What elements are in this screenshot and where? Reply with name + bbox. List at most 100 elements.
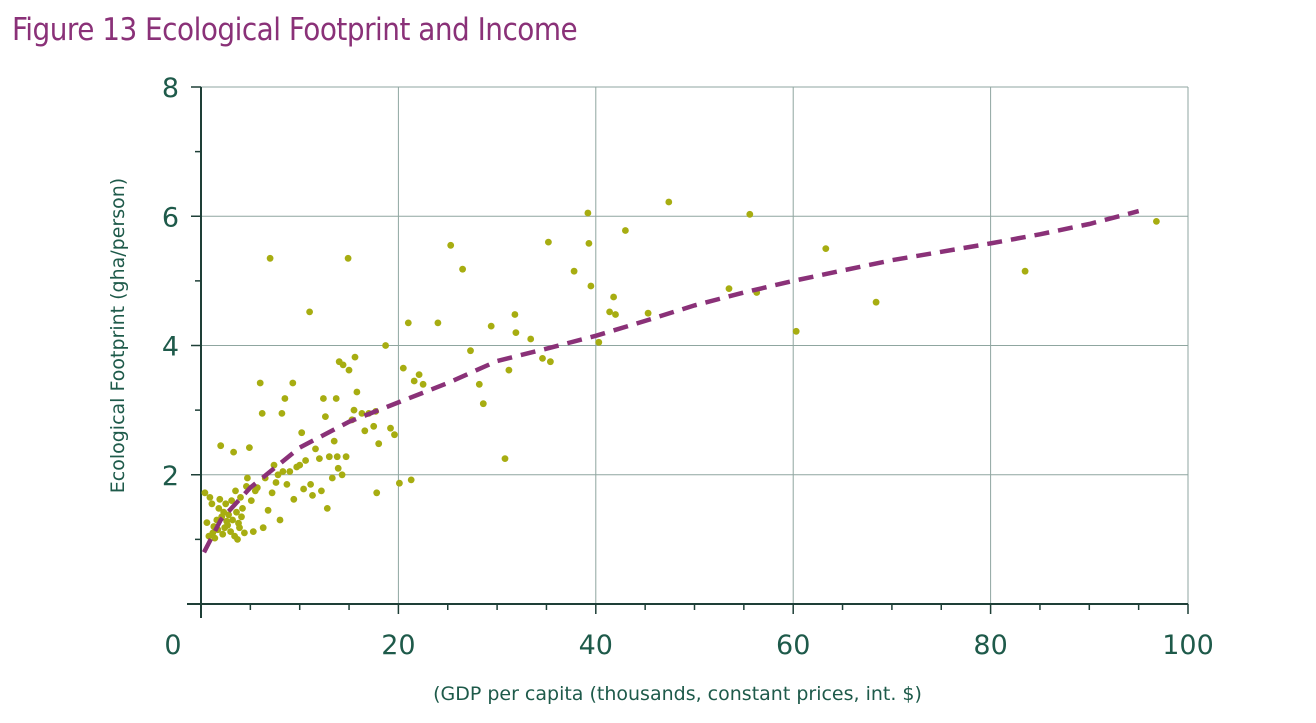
data-point	[286, 468, 294, 475]
y-tick-label: 6	[162, 202, 179, 233]
data-point	[373, 489, 381, 497]
data-point	[467, 347, 474, 355]
x-axis-title: (GDP per capita (thousands, constant pri…	[433, 683, 922, 705]
data-point	[222, 500, 230, 508]
x-tick-label: 20	[381, 630, 415, 661]
data-point	[320, 395, 327, 402]
data-point	[1021, 267, 1029, 275]
data-point	[266, 254, 274, 262]
data-point	[270, 461, 278, 469]
data-point	[584, 209, 592, 217]
data-point	[247, 497, 255, 504]
data-point	[296, 461, 304, 469]
x-tick-label: 0	[164, 630, 181, 661]
data-point	[334, 464, 342, 472]
data-point	[644, 309, 652, 317]
data-point	[300, 485, 307, 493]
x-tick-label: 40	[579, 630, 613, 661]
data-point	[233, 508, 240, 516]
data-point	[587, 282, 595, 290]
data-point	[272, 479, 280, 486]
data-point	[236, 524, 243, 532]
data-point	[229, 516, 237, 524]
figure-title: Figure 13 Ecological Footprint and Incom…	[12, 12, 578, 48]
data-point	[338, 471, 346, 479]
data-point	[332, 395, 340, 402]
data-point	[434, 319, 442, 327]
data-point	[323, 505, 331, 512]
data-point	[595, 338, 603, 346]
y-axis-title: Ecological Footprint (gha/person)	[107, 178, 129, 493]
data-point	[239, 505, 246, 512]
data-point	[208, 500, 216, 508]
data-point	[487, 322, 495, 330]
data-point	[361, 427, 369, 435]
data-point	[419, 380, 427, 388]
data-point	[302, 457, 309, 464]
data-point	[622, 227, 629, 234]
data-point	[792, 327, 800, 335]
y-tick-label: 8	[162, 73, 179, 104]
data-point	[312, 445, 319, 453]
y-tick-labels: 2 4 6 8	[162, 73, 179, 492]
data-point	[264, 506, 272, 514]
data-point	[279, 468, 287, 475]
data-point	[309, 492, 316, 499]
data-point	[256, 379, 264, 387]
data-point	[298, 429, 306, 437]
data-point	[333, 453, 341, 461]
data-point	[274, 471, 282, 479]
data-point	[230, 448, 238, 456]
data-point	[475, 380, 483, 388]
data-point	[396, 479, 403, 487]
data-point	[547, 358, 554, 366]
data-point	[822, 245, 830, 253]
data-point	[217, 442, 225, 450]
data-point	[206, 494, 214, 501]
data-point	[237, 494, 244, 501]
data-point	[350, 406, 358, 414]
data-point	[276, 516, 284, 524]
data-point	[382, 342, 389, 349]
data-point	[259, 524, 267, 532]
data-point	[570, 267, 578, 275]
data-point	[370, 422, 378, 430]
data-point	[527, 335, 535, 343]
data-point	[358, 410, 366, 417]
data-point	[339, 361, 347, 369]
data-point	[216, 495, 224, 503]
data-point	[201, 489, 209, 497]
data-point	[241, 529, 248, 537]
data-point	[501, 455, 509, 462]
data-point	[328, 474, 336, 482]
data-point	[244, 474, 251, 482]
data-point	[227, 528, 235, 535]
data-point	[278, 410, 286, 417]
data-point	[246, 444, 253, 451]
data-point	[238, 513, 245, 521]
data-point	[316, 455, 323, 462]
data-point	[209, 529, 217, 537]
y-tick-label: 4	[162, 332, 179, 363]
data-point	[318, 487, 325, 495]
data-point	[665, 198, 673, 206]
data-point	[345, 366, 353, 374]
grid-lines	[201, 86, 1189, 604]
data-point	[281, 395, 289, 402]
data-point	[342, 453, 350, 461]
data-point	[872, 298, 880, 306]
x-tick-label: 60	[776, 630, 810, 661]
x-tick-label: 80	[973, 630, 1007, 661]
data-point	[325, 453, 333, 461]
data-point	[387, 424, 394, 432]
data-point	[746, 210, 754, 218]
data-point	[290, 495, 298, 503]
data-point	[415, 371, 423, 378]
data-point	[353, 388, 361, 396]
data-point	[1153, 218, 1160, 225]
data-point	[505, 366, 513, 374]
data-point	[410, 377, 418, 385]
data-point	[258, 410, 266, 417]
data-point	[479, 400, 487, 408]
